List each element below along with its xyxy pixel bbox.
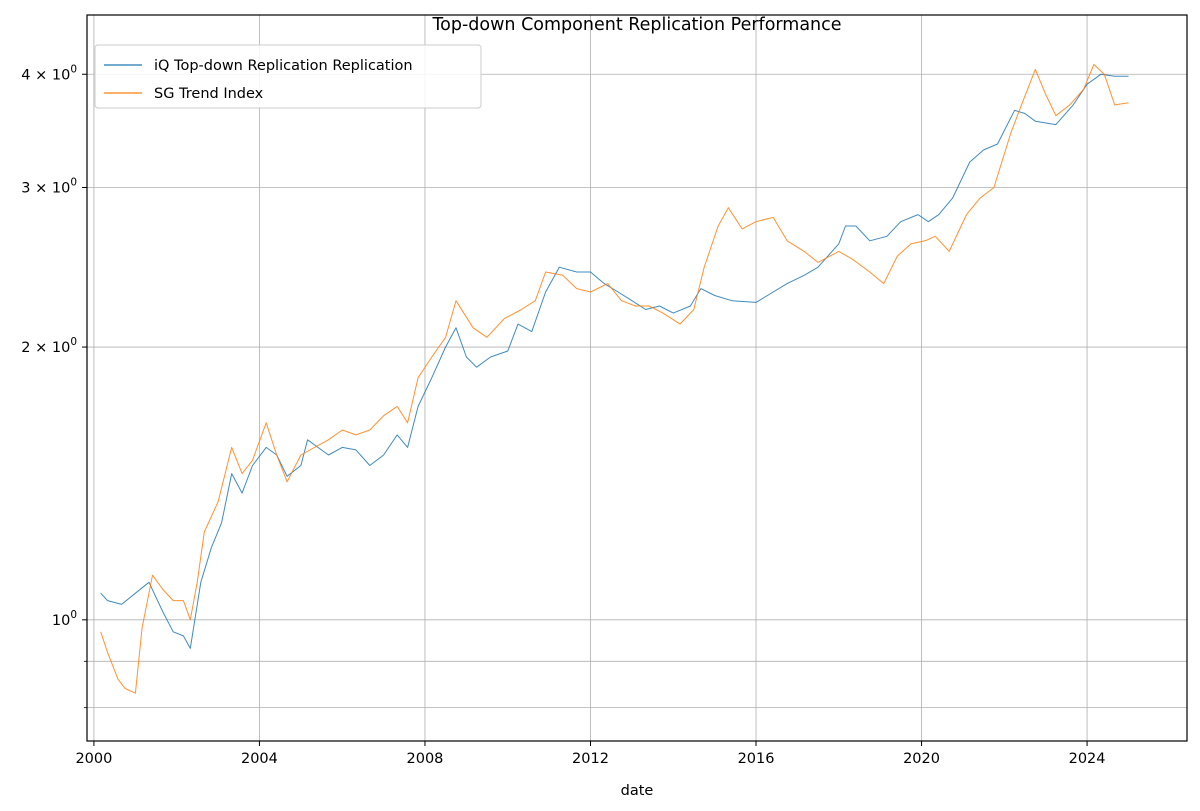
y-tick-label: 100 [52, 609, 77, 629]
x-tick-label: 2008 [407, 751, 444, 767]
legend-box [94, 44, 482, 109]
series-lines [100, 64, 1129, 694]
y-tick-label: 4 × 100 [21, 63, 77, 83]
legend: iQ Top-down Replication Replication SG Tr… [94, 44, 482, 109]
y-tick-label-exponent: 0 [70, 63, 77, 75]
legend-label: iQ Top-down Replication Replication [154, 58, 413, 74]
x-axis-label: date [621, 783, 654, 799]
y-tick-label-exponent: 0 [70, 336, 77, 348]
plot-frame [86, 14, 1188, 742]
y-tick-label-base: 10 [52, 613, 70, 629]
x-tick-label: 2024 [1069, 751, 1106, 767]
grid [87, 15, 1187, 741]
series-line-1 [100, 73, 1129, 649]
x-tick-label: 2004 [241, 751, 278, 767]
y-tick-label-exponent: 0 [70, 176, 77, 188]
y-tick-label-base: 3 × 10 [21, 180, 70, 196]
series-line-2 [100, 64, 1129, 694]
y-tick-label-base: 4 × 10 [21, 67, 70, 83]
y-tick-label-base: 2 × 10 [21, 340, 70, 356]
chart-title: Top-down Component Replication Performan… [431, 15, 841, 35]
y-tick-label: 2 × 100 [21, 336, 77, 356]
legend-label: SG Trend Index [154, 86, 264, 102]
x-tick-label: 2012 [572, 751, 609, 767]
x-tick-label: 2000 [75, 751, 112, 767]
x-tick-label: 2020 [903, 751, 940, 767]
y-tick-label-exponent: 0 [70, 609, 77, 621]
x-tick-label: 2016 [738, 751, 775, 767]
y-tick-label: 3 × 100 [21, 176, 77, 196]
